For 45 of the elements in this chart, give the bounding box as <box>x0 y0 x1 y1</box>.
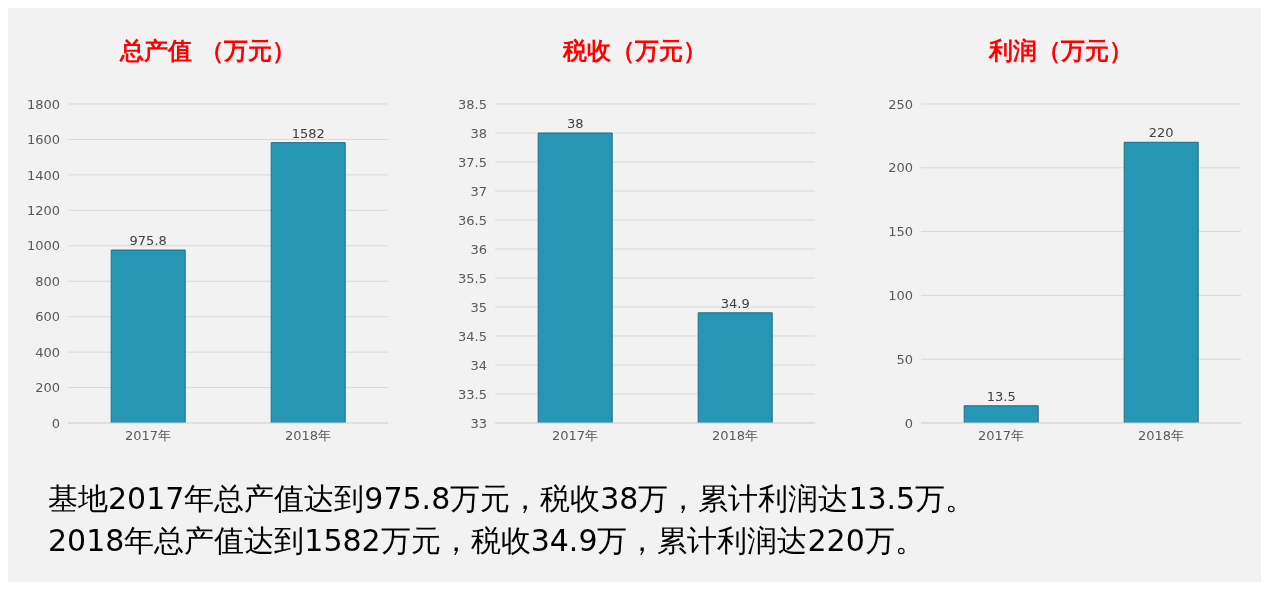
chart-title: 税收（万元） <box>561 36 708 67</box>
y-tick-label: 200 <box>888 160 913 176</box>
y-tick-label: 37.5 <box>457 154 487 170</box>
y-tick-label: 400 <box>35 344 60 360</box>
y-tick-label: 38.5 <box>457 96 487 112</box>
data-label: 1582 <box>291 125 325 141</box>
y-tick-label: 250 <box>888 96 913 112</box>
y-tick-label: 100 <box>888 288 913 304</box>
data-label: 34.9 <box>720 295 750 311</box>
y-tick-label: 34 <box>469 357 487 373</box>
data-label: 220 <box>1148 125 1174 141</box>
y-tick-label: 0 <box>904 415 913 431</box>
y-tick-label: 38 <box>469 125 487 141</box>
y-tick-label: 37 <box>469 183 487 199</box>
x-tick-label: 2017年 <box>977 428 1025 444</box>
text: 基地2017年总产值达到975.8万元，税收38万，累计利润达13.5万。 <box>48 480 977 518</box>
y-tick-label: 1200 <box>26 202 60 218</box>
data-label: 975.8 <box>129 233 167 249</box>
chart-title: 总产值 （万元） <box>118 36 298 67</box>
y-tick-label: 36 <box>469 241 487 257</box>
y-tick-label: 150 <box>888 224 913 240</box>
data-label: 13.5 <box>986 388 1016 404</box>
y-tick-label: 35 <box>469 299 487 315</box>
x-tick-label: 2018年 <box>1137 428 1185 444</box>
y-tick-label: 34.5 <box>457 328 487 344</box>
y-tick-label: 1800 <box>26 96 60 112</box>
x-tick-label: 2018年 <box>711 428 758 444</box>
y-tick-label: 600 <box>35 309 60 325</box>
y-tick-label: 35.5 <box>457 270 487 286</box>
y-tick-label: 1600 <box>26 132 60 148</box>
x-tick-label: 2018年 <box>284 428 332 444</box>
y-tick-label: 1400 <box>26 167 60 183</box>
chart-title: 利润（万元） <box>987 36 1134 67</box>
y-tick-label: 200 <box>35 380 60 396</box>
y-tick-label: 33 <box>469 415 487 431</box>
y-tick-label: 1000 <box>26 238 60 254</box>
y-tick-label: 800 <box>35 273 60 289</box>
y-tick-label: 0 <box>51 415 60 431</box>
y-tick-label: 33.5 <box>457 386 487 402</box>
data-label: 38 <box>566 116 583 131</box>
y-tick-label: 36.5 <box>457 212 487 228</box>
text: 2018年总产值达到1582万元，税收34.9万，累计利润达220万。 <box>48 522 926 560</box>
y-tick-label: 50 <box>896 351 913 367</box>
x-tick-label: 2017年 <box>124 428 172 444</box>
x-tick-label: 2017年 <box>551 428 598 444</box>
